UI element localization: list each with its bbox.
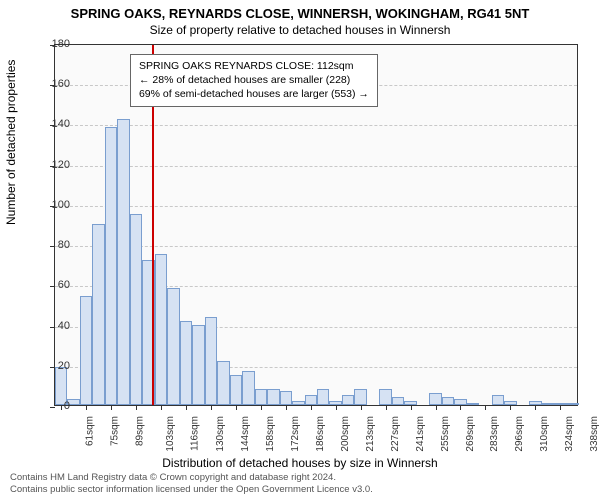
histogram-bar <box>180 321 192 405</box>
xtick-mark <box>286 405 287 410</box>
xtick-mark <box>560 405 561 410</box>
xtick-label: 283sqm <box>490 416 501 452</box>
xtick-label: 241sqm <box>415 416 426 452</box>
legend-box: SPRING OAKS REYNARDS CLOSE: 112sqm ← 28%… <box>130 54 378 107</box>
x-axis-label: Distribution of detached houses by size … <box>0 456 600 470</box>
xtick-mark <box>436 405 437 410</box>
chart-title: SPRING OAKS, REYNARDS CLOSE, WINNERSH, W… <box>0 6 600 21</box>
grid-line <box>55 125 577 126</box>
histogram-bar <box>92 224 104 405</box>
histogram-bar <box>492 395 504 405</box>
xtick-mark <box>236 405 237 410</box>
xtick-label: 75sqm <box>110 416 121 446</box>
xtick-label: 89sqm <box>135 416 146 446</box>
xtick-mark <box>161 405 162 410</box>
ytick-label: 100 <box>30 199 70 211</box>
histogram-bar <box>467 403 479 405</box>
ytick-label: 20 <box>30 360 70 372</box>
histogram-bar <box>542 403 554 405</box>
xtick-label: 61sqm <box>85 416 96 446</box>
grid-line <box>55 166 577 167</box>
histogram-bar <box>567 403 579 405</box>
xtick-label: 296sqm <box>515 416 526 452</box>
xtick-mark <box>386 405 387 410</box>
xtick-label: 172sqm <box>290 416 301 452</box>
histogram-bar <box>442 397 454 405</box>
xtick-mark <box>86 405 87 410</box>
histogram-bar <box>130 214 142 405</box>
xtick-mark <box>485 405 486 410</box>
ytick-label: 60 <box>30 279 70 291</box>
histogram-bar <box>392 397 404 405</box>
ytick-label: 120 <box>30 159 70 171</box>
xtick-label: 338sqm <box>589 416 600 452</box>
y-axis-label: Number of detached properties <box>4 60 18 225</box>
xtick-label: 103sqm <box>165 416 176 452</box>
ytick-label: 180 <box>30 38 70 50</box>
footer-line-1: Contains HM Land Registry data © Crown c… <box>10 472 373 484</box>
histogram-bar <box>292 401 304 405</box>
legend-line-2: ← 28% of detached houses are smaller (22… <box>139 73 369 87</box>
xtick-mark <box>460 405 461 410</box>
histogram-bar <box>242 371 254 405</box>
xtick-mark <box>111 405 112 410</box>
histogram-bar <box>117 119 129 405</box>
ytick-label: 40 <box>30 320 70 332</box>
xtick-mark <box>336 405 337 410</box>
ytick-label: 0 <box>30 400 70 412</box>
xtick-label: 255sqm <box>440 416 451 452</box>
xtick-mark <box>211 405 212 410</box>
histogram-bar <box>217 361 229 405</box>
xtick-mark <box>361 405 362 410</box>
chart-subtitle: Size of property relative to detached ho… <box>0 23 600 37</box>
histogram-bar <box>280 391 292 405</box>
xtick-label: 213sqm <box>365 416 376 452</box>
legend-line-1: SPRING OAKS REYNARDS CLOSE: 112sqm <box>139 59 369 73</box>
histogram-bar <box>305 395 317 405</box>
histogram-bar <box>205 317 217 405</box>
xtick-label: 227sqm <box>390 416 401 452</box>
histogram-bar <box>155 254 167 405</box>
xtick-mark <box>535 405 536 410</box>
grid-line <box>55 206 577 207</box>
xtick-label: 269sqm <box>465 416 476 452</box>
footer-line-2: Contains public sector information licen… <box>10 484 373 496</box>
histogram-bar <box>354 389 366 405</box>
histogram-bar <box>255 389 267 405</box>
histogram-bar <box>192 325 204 405</box>
histogram-bar <box>429 393 441 405</box>
xtick-mark <box>186 405 187 410</box>
xtick-label: 324sqm <box>564 416 575 452</box>
legend-line-3: 69% of semi-detached houses are larger (… <box>139 87 369 101</box>
histogram-bar <box>230 375 242 405</box>
xtick-label: 144sqm <box>240 416 251 452</box>
xtick-mark <box>136 405 137 410</box>
histogram-bar <box>80 296 92 405</box>
ytick-label: 80 <box>30 239 70 251</box>
xtick-mark <box>411 405 412 410</box>
histogram-bar <box>379 389 391 405</box>
plot-area: SPRING OAKS REYNARDS CLOSE: 112sqm ← 28%… <box>54 44 578 406</box>
histogram-bar <box>267 389 279 405</box>
xtick-label: 200sqm <box>340 416 351 452</box>
histogram-bar <box>342 395 354 405</box>
xtick-label: 116sqm <box>189 416 200 451</box>
xtick-label: 186sqm <box>315 416 326 452</box>
histogram-bar <box>105 127 117 405</box>
histogram-bar <box>167 288 179 405</box>
xtick-mark <box>261 405 262 410</box>
xtick-label: 310sqm <box>539 416 550 452</box>
ytick-label: 160 <box>30 78 70 90</box>
footer-attribution: Contains HM Land Registry data © Crown c… <box>10 472 373 496</box>
xtick-mark <box>311 405 312 410</box>
histogram-bar <box>317 389 329 405</box>
xtick-label: 130sqm <box>215 416 226 452</box>
xtick-label: 158sqm <box>265 416 276 452</box>
xtick-mark <box>510 405 511 410</box>
ytick-label: 140 <box>30 118 70 130</box>
